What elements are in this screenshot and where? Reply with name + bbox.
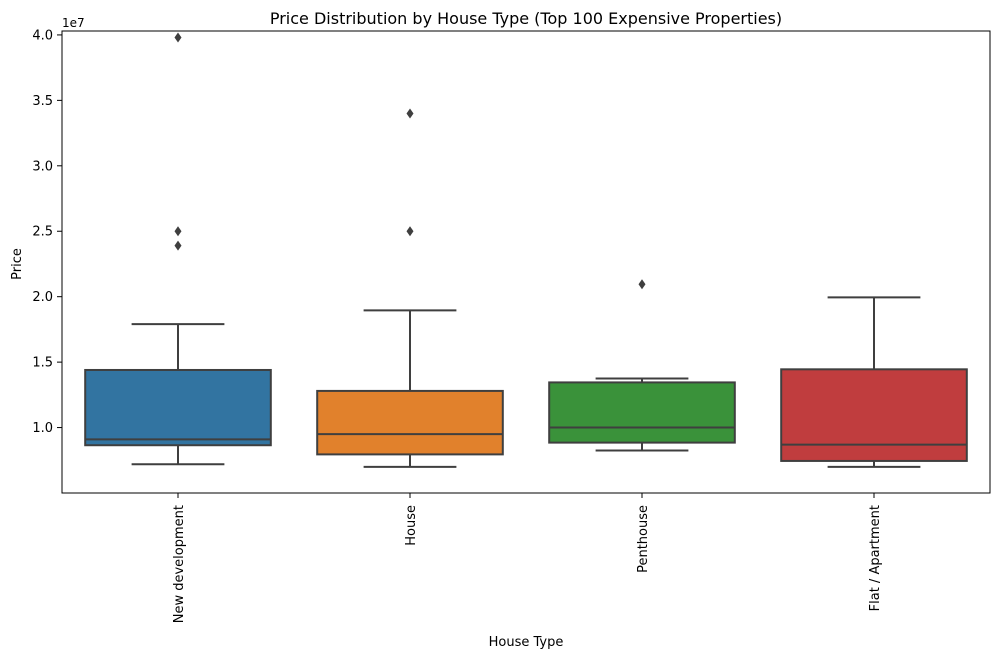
plot-area xyxy=(61,30,991,494)
x-axis: New development House Penthouse Flat / Apar… xyxy=(172,493,883,623)
y-tick-label: 3.0 xyxy=(32,159,53,174)
y-tick-label: 3.5 xyxy=(32,94,53,109)
chart-title: Price Distribution by House Type (Top 10… xyxy=(270,9,782,28)
box-group xyxy=(780,296,968,468)
x-tick-label: New development xyxy=(172,505,187,623)
box-iqr xyxy=(548,381,736,444)
y-tick-label: 4.0 xyxy=(32,28,53,43)
x-axis-label: House Type xyxy=(489,635,564,650)
x-tick-label: Flat / Apartment xyxy=(868,505,883,611)
y-tick-label: 1.5 xyxy=(32,356,53,371)
box-iqr xyxy=(780,368,968,462)
y-tick-label: 2.5 xyxy=(32,225,53,240)
y-tick-label: 2.0 xyxy=(32,290,53,305)
outlier-point xyxy=(406,108,414,119)
outlier-point xyxy=(638,279,646,290)
outlier-point xyxy=(174,32,182,43)
outlier-point xyxy=(174,226,182,237)
outlier-point xyxy=(174,240,182,251)
x-tick-label: Penthouse xyxy=(636,505,651,573)
plot-frame xyxy=(61,30,991,494)
outlier-point xyxy=(406,226,414,237)
y-axis-offset-label: 1e7 xyxy=(62,16,85,30)
y-axis: 1.0 1.5 2.0 2.5 3.0 3.5 4.0 xyxy=(32,28,62,436)
box-group xyxy=(548,279,736,452)
y-axis-label: Price xyxy=(10,248,25,280)
box-iqr xyxy=(84,368,272,447)
box-group xyxy=(316,108,504,468)
box-iqr xyxy=(316,389,504,456)
y-tick-label: 1.0 xyxy=(32,421,53,436)
box-group xyxy=(84,32,272,466)
x-tick-label: House xyxy=(404,505,419,546)
